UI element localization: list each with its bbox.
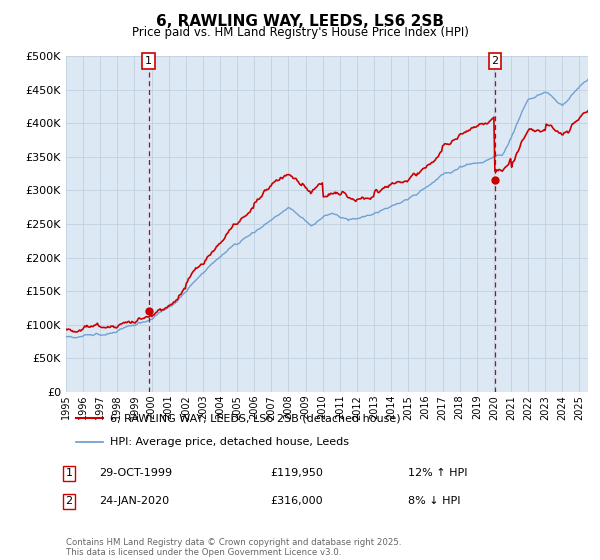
Text: 1: 1 — [145, 56, 152, 66]
Text: Price paid vs. HM Land Registry's House Price Index (HPI): Price paid vs. HM Land Registry's House … — [131, 26, 469, 39]
Text: 2: 2 — [65, 496, 73, 506]
Text: 6, RAWLING WAY, LEEDS, LS6 2SB (detached house): 6, RAWLING WAY, LEEDS, LS6 2SB (detached… — [110, 413, 401, 423]
Text: 12% ↑ HPI: 12% ↑ HPI — [408, 468, 467, 478]
Text: Contains HM Land Registry data © Crown copyright and database right 2025.
This d: Contains HM Land Registry data © Crown c… — [66, 538, 401, 557]
Text: 2: 2 — [491, 56, 499, 66]
Text: 6, RAWLING WAY, LEEDS, LS6 2SB: 6, RAWLING WAY, LEEDS, LS6 2SB — [156, 14, 444, 29]
Text: 24-JAN-2020: 24-JAN-2020 — [99, 496, 169, 506]
Text: HPI: Average price, detached house, Leeds: HPI: Average price, detached house, Leed… — [110, 436, 349, 446]
Text: 1: 1 — [65, 468, 73, 478]
Text: 8% ↓ HPI: 8% ↓ HPI — [408, 496, 461, 506]
Text: £119,950: £119,950 — [270, 468, 323, 478]
Text: £316,000: £316,000 — [270, 496, 323, 506]
Text: 29-OCT-1999: 29-OCT-1999 — [99, 468, 172, 478]
